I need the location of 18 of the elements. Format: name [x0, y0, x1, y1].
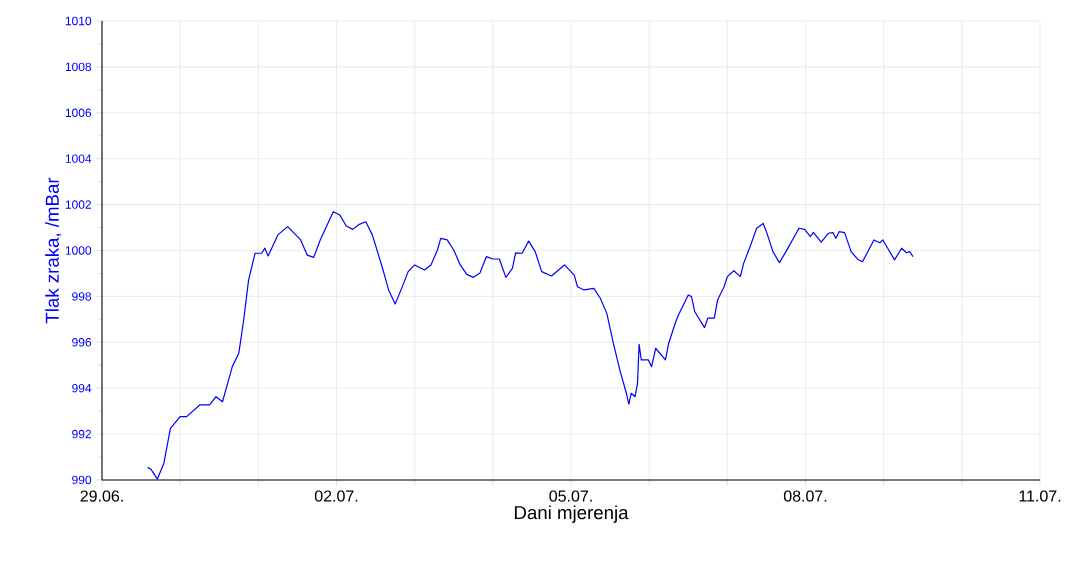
y-tick-label: 1010 — [65, 16, 92, 26]
x-tick-label: 11.07. — [1019, 490, 1061, 502]
y-tick-label: 1002 — [65, 200, 91, 209]
x-tick-label: 29.06. — [80, 490, 123, 502]
y-tick-label: 1004 — [65, 154, 92, 163]
x-tick-label: 05.07. — [549, 490, 592, 502]
x-tick-label: 02.07. — [314, 490, 358, 502]
x-axis-title: Dani mjerenja — [514, 505, 629, 523]
y-tick-label: 1008 — [65, 62, 92, 72]
y-tick-label: 998 — [72, 292, 92, 301]
y-axis-title: Tlak zraka, /mBar — [45, 177, 62, 324]
y-tick-label: 992 — [72, 429, 91, 439]
y-tick-label: 990 — [72, 475, 92, 485]
y-tick-label: 996 — [72, 338, 92, 347]
y-tick-label: 1006 — [65, 108, 92, 118]
x-tick-label: 08.07. — [783, 490, 827, 502]
y-tick-label: 994 — [72, 383, 92, 393]
y-tick-label: 1000 — [65, 246, 92, 255]
